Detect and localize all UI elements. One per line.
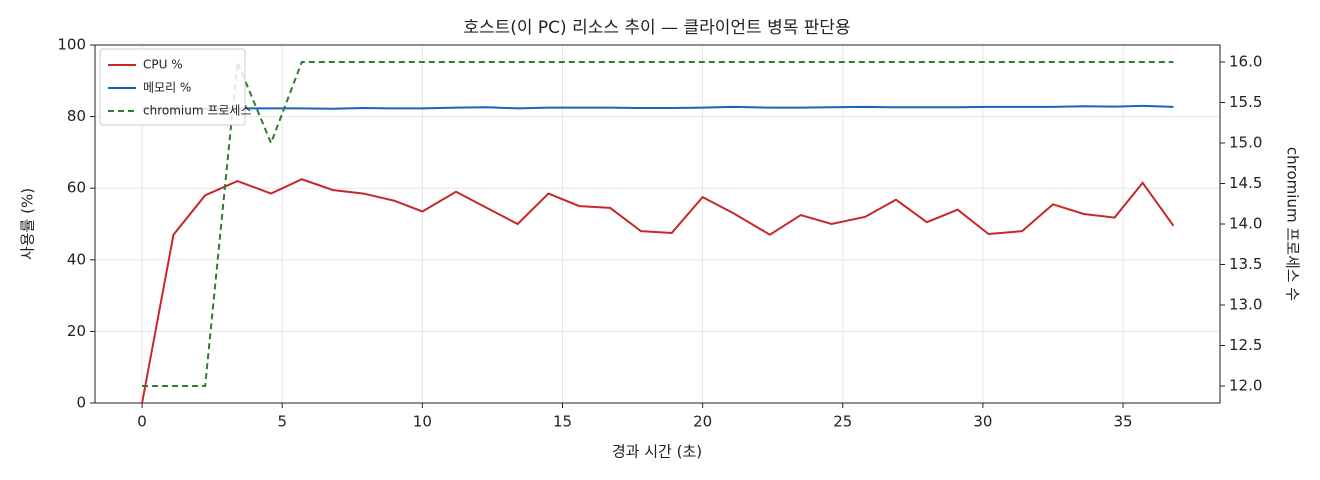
y-tick-label: 40 (67, 250, 86, 268)
legend-label: chromium 프로세스 (143, 104, 252, 118)
series-line (142, 61, 1174, 387)
y2-tick-label: 12.5 (1229, 336, 1262, 354)
x-tick-label: 10 (413, 413, 432, 431)
legend-label: CPU % (143, 58, 183, 72)
y-tick-label: 60 (67, 179, 86, 197)
y-tick-label: 80 (67, 107, 86, 125)
x-tick-label: 35 (1113, 413, 1132, 431)
y2-tick-label: 13.5 (1229, 255, 1262, 273)
legend-label: 메모리 % (143, 81, 191, 95)
x-tick-label: 25 (833, 413, 852, 431)
x-tick-label: 5 (277, 413, 287, 431)
series-line (142, 104, 1174, 110)
legend-box (99, 48, 246, 126)
y2-tick-label: 15.5 (1229, 93, 1262, 111)
x-tick-label: 20 (693, 413, 712, 431)
series-line (141, 178, 1175, 404)
y2-tick-label: 14.5 (1229, 174, 1262, 192)
y2-tick-label: 12.0 (1229, 376, 1262, 394)
y2-tick-label: 15.0 (1229, 134, 1262, 152)
y-axis-label: 사용률 (%) (19, 188, 37, 260)
x-axis-label: 경과 시간 (초) (612, 443, 702, 461)
plot-frame (94, 44, 1221, 404)
x-tick-label: 0 (137, 413, 147, 431)
y-tick-label: 20 (67, 322, 86, 340)
x-tick-label: 15 (553, 413, 572, 431)
y2-tick-label: 14.0 (1229, 215, 1262, 233)
y2-tick-label: 16.0 (1229, 53, 1262, 71)
y2-axis-label: chromium 프로세스 수 (1284, 147, 1302, 301)
y2-tick-label: 13.0 (1229, 295, 1262, 313)
y-tick-label: 0 (76, 394, 86, 412)
chart-title: 호스트(이 PC) 리소스 추이 — 클라이언트 병목 판단용 (463, 18, 850, 38)
x-tick-label: 30 (973, 413, 992, 431)
y-tick-label: 100 (57, 36, 86, 54)
